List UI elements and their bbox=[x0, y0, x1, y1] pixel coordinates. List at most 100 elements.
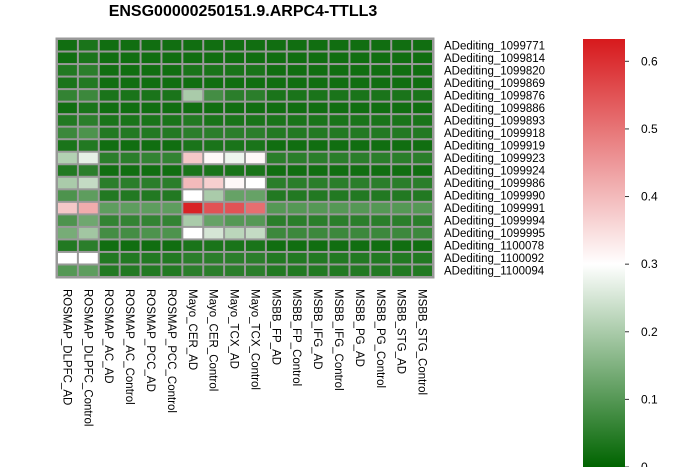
heatmap-cell bbox=[141, 65, 161, 76]
heatmap-cell bbox=[266, 215, 286, 226]
heatmap-cell bbox=[287, 265, 307, 276]
heatmap-cell bbox=[392, 102, 412, 114]
heatmap-cell bbox=[99, 52, 119, 64]
heatmap-cell bbox=[329, 215, 349, 226]
heatmap-cell bbox=[162, 152, 182, 164]
heatmap-cell bbox=[162, 90, 182, 101]
heatmap-cell bbox=[225, 165, 244, 176]
heatmap-cell bbox=[120, 77, 140, 89]
row-label: ADediting_1099994 bbox=[444, 216, 546, 228]
heatmap-cell bbox=[141, 202, 161, 214]
heatmap-cell bbox=[78, 102, 98, 114]
heatmap-cell bbox=[266, 115, 286, 126]
column-label: MSBB_IFG_AD bbox=[311, 289, 323, 370]
heatmap-cell bbox=[99, 240, 119, 251]
heatmap-cell bbox=[246, 190, 265, 201]
heatmap-cells bbox=[55, 37, 435, 279]
heatmap-cell bbox=[204, 152, 224, 164]
heatmap-cell bbox=[183, 127, 203, 139]
column-label: Mayo_CER_AD bbox=[186, 289, 198, 370]
heatmap-cell bbox=[350, 165, 370, 176]
heatmap-cell bbox=[266, 77, 286, 89]
heatmap-cell bbox=[329, 190, 349, 201]
column-label: ROSMAP_AC_Control bbox=[123, 289, 135, 405]
heatmap-cell bbox=[246, 90, 265, 101]
heatmap-cell bbox=[78, 90, 98, 101]
heatmap-cell bbox=[162, 140, 182, 151]
heatmap-cell bbox=[413, 202, 432, 214]
heatmap-cell bbox=[329, 115, 349, 126]
heatmap-cell bbox=[78, 215, 98, 226]
heatmap-cell bbox=[58, 115, 77, 126]
heatmap-cell bbox=[308, 152, 328, 164]
heatmap-cell bbox=[329, 227, 349, 239]
heatmap-cell bbox=[225, 52, 244, 64]
heatmap-cell bbox=[266, 190, 286, 201]
heatmap-cell bbox=[266, 65, 286, 76]
colorbar: 0 0.1 0.2 0.3 0.4 0.5 0.6 bbox=[583, 39, 658, 467]
heatmap-cell bbox=[350, 40, 370, 51]
heatmap-cell bbox=[350, 265, 370, 276]
heatmap-cell bbox=[308, 177, 328, 189]
heatmap-cell bbox=[308, 127, 328, 139]
heatmap-cell bbox=[204, 40, 224, 51]
heatmap-cell bbox=[308, 165, 328, 176]
heatmap-cell bbox=[246, 52, 265, 64]
heatmap-cell bbox=[183, 227, 203, 239]
heatmap-cell bbox=[99, 115, 119, 126]
row-label: ADediting_1099986 bbox=[444, 178, 545, 190]
heatmap-cell bbox=[183, 215, 203, 226]
heatmap-cell bbox=[162, 240, 182, 251]
heatmap-cell bbox=[58, 165, 77, 176]
heatmap-cell bbox=[413, 265, 432, 276]
heatmap-cell bbox=[350, 190, 370, 201]
heatmap-cell bbox=[329, 165, 349, 176]
heatmap-cell bbox=[204, 240, 224, 251]
heatmap-cell bbox=[162, 265, 182, 276]
heatmap-cell bbox=[308, 40, 328, 51]
heatmap-cell bbox=[413, 40, 432, 51]
heatmap-cell bbox=[58, 265, 77, 276]
column-label: Mayo_TCX_Control bbox=[248, 289, 260, 390]
row-label: ADediting_1099771 bbox=[444, 40, 545, 52]
heatmap-cell bbox=[204, 252, 224, 264]
heatmap-cell bbox=[141, 152, 161, 164]
heatmap-cell bbox=[78, 127, 98, 139]
heatmap-cell bbox=[225, 227, 244, 239]
colorbar-tick-label: 0.1 bbox=[641, 392, 658, 406]
row-label: ADediting_1099814 bbox=[444, 53, 546, 65]
heatmap-cell bbox=[225, 65, 244, 76]
heatmap-cell bbox=[141, 165, 161, 176]
heatmap-cell bbox=[246, 65, 265, 76]
column-label: MSBB_IFG_Control bbox=[332, 289, 344, 391]
heatmap-cell bbox=[78, 115, 98, 126]
colorbar-tick-label: 0.6 bbox=[641, 54, 658, 68]
heatmap-cell bbox=[308, 140, 328, 151]
heatmap-cell bbox=[287, 202, 307, 214]
heatmap-cell bbox=[350, 102, 370, 114]
row-label: ADediting_1099923 bbox=[444, 153, 545, 165]
heatmap-cell bbox=[413, 190, 432, 201]
heatmap-cell bbox=[350, 252, 370, 264]
heatmap-cell bbox=[308, 65, 328, 76]
heatmap-cell bbox=[350, 215, 370, 226]
column-label: MSBB_PG_Control bbox=[374, 289, 386, 388]
heatmap-cell bbox=[120, 177, 140, 189]
heatmap-cell bbox=[99, 102, 119, 114]
heatmap-cell bbox=[413, 115, 432, 126]
heatmap-cell bbox=[392, 40, 412, 51]
heatmap-cell bbox=[392, 202, 412, 214]
heatmap-cell bbox=[225, 202, 244, 214]
heatmap-cell bbox=[266, 227, 286, 239]
heatmap-cell bbox=[371, 252, 391, 264]
heatmap-cell bbox=[120, 127, 140, 139]
heatmap-cell bbox=[120, 102, 140, 114]
heatmap-cell bbox=[99, 127, 119, 139]
column-label: ROSMAP_DLPFC_Control bbox=[81, 289, 93, 426]
heatmap-cell bbox=[162, 127, 182, 139]
heatmap-cell bbox=[392, 65, 412, 76]
row-label: ADediting_1099820 bbox=[444, 65, 545, 77]
heatmap-cell bbox=[287, 165, 307, 176]
heatmap-cell bbox=[162, 165, 182, 176]
heatmap-cell bbox=[308, 190, 328, 201]
